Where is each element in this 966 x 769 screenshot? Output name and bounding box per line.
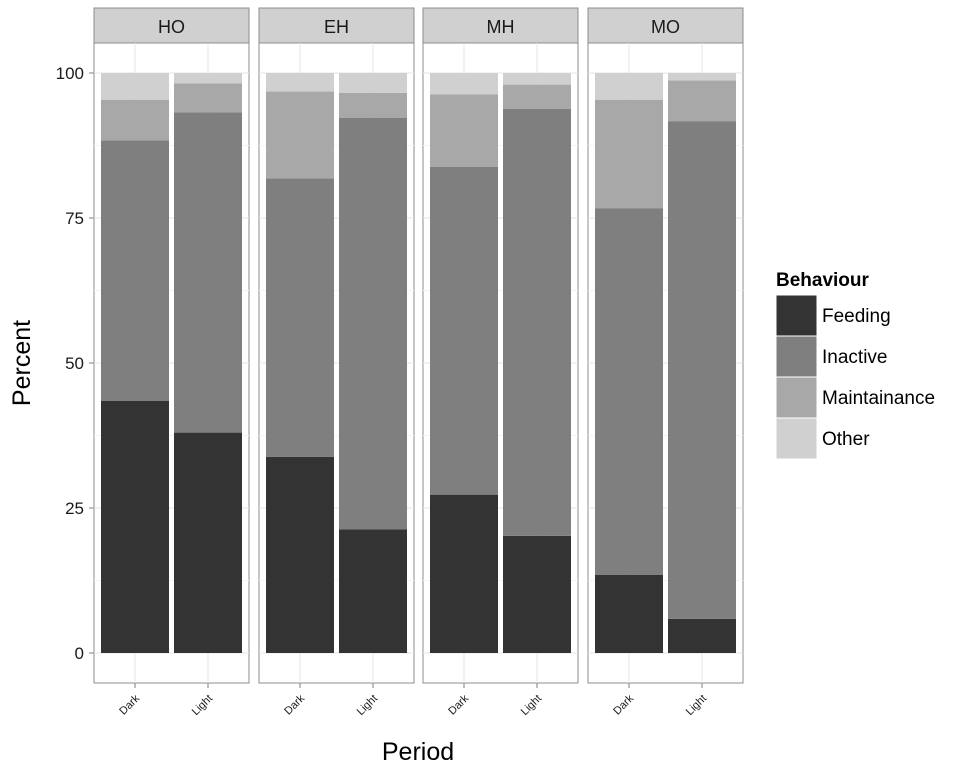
y-tick-label: 75 (65, 209, 84, 228)
facet-strip-label: HO (158, 17, 185, 37)
y-tick-label: 0 (75, 644, 84, 663)
bar-segment-feeding (266, 456, 334, 653)
bar-segment-inactive (266, 178, 334, 457)
x-tick-label: Dark (282, 692, 307, 717)
bar-segment-feeding (503, 535, 571, 653)
bar-segment-feeding (101, 400, 169, 653)
bar-segment-other (101, 73, 169, 100)
x-tick-label: Light (355, 693, 380, 718)
y-tick-label: 25 (65, 499, 84, 518)
legend-label: Feeding (822, 306, 891, 327)
y-axis-title: Percent (8, 320, 36, 406)
bar-segment-feeding (668, 618, 736, 653)
bar-segment-other (595, 73, 663, 100)
legend-item-feeding: Feeding (775, 294, 891, 337)
legend-swatch (775, 417, 818, 460)
x-axis-title: Period (382, 738, 454, 766)
x-tick-label: Light (519, 693, 544, 718)
bar-segment-other (668, 73, 736, 81)
y-tick-label: 100 (56, 64, 84, 83)
legend-item-other: Other (775, 417, 870, 460)
facet-panel-eh: EH Dark Light (258, 7, 415, 718)
bar-segment-inactive (503, 108, 571, 536)
facet-panels: HO Dark Light EH Dark Light MH Dark Light MO Dark L… (93, 7, 744, 718)
bar-segment-maintainance (339, 92, 407, 118)
bar-segment-other (503, 73, 571, 85)
x-tick-label: Dark (611, 692, 636, 717)
bar-segment-feeding (430, 494, 498, 653)
bar-segment-inactive (339, 117, 407, 530)
bar-segment-feeding (595, 574, 663, 653)
y-tick-label: 50 (65, 354, 84, 373)
legend-label: Other (822, 429, 870, 450)
facet-panel-mo: MO Dark Light (587, 7, 744, 718)
bar-segment-maintainance (503, 84, 571, 109)
facet-strip-label: MO (651, 17, 680, 37)
legend-swatch (775, 294, 818, 337)
facet-panel-mh: MH Dark Light (422, 7, 579, 718)
x-tick-label: Dark (446, 692, 471, 717)
bar-segment-inactive (430, 166, 498, 495)
bar-segment-other (174, 73, 242, 84)
bar-segment-inactive (174, 112, 242, 433)
y-axis: 0 25 50 75 100 (56, 64, 94, 663)
legend-swatch (775, 376, 818, 419)
bar-segment-maintainance (430, 94, 498, 167)
legend-label: Maintainance (822, 388, 935, 409)
bar-segment-other (339, 73, 407, 93)
bar-segment-maintainance (595, 99, 663, 209)
facet-panel-ho: HO Dark Light (93, 7, 250, 718)
bar-segment-maintainance (668, 80, 736, 122)
bar-segment-inactive (101, 140, 169, 401)
bar-segment-other (266, 73, 334, 92)
bar-segment-inactive (668, 121, 736, 619)
facet-strip-label: MH (487, 17, 515, 37)
x-tick-label: Dark (117, 692, 142, 717)
bar-segment-maintainance (266, 91, 334, 179)
bar-segment-other (430, 73, 498, 95)
legend-title: Behaviour (776, 270, 870, 291)
facet-strip (258, 7, 415, 44)
facet-strip (93, 7, 250, 44)
x-tick-label: Light (684, 693, 709, 718)
legend-swatch (775, 335, 818, 378)
bar-segment-feeding (174, 432, 242, 653)
bar-segment-feeding (339, 529, 407, 653)
facet-strip (587, 7, 744, 44)
legend-item-maintainance: Maintainance (775, 376, 935, 419)
legend-label: Inactive (822, 347, 887, 368)
legend: Behaviour Feeding Inactive Maintainance Oth… (775, 270, 935, 460)
bar-segment-maintainance (174, 83, 242, 113)
facet-strip-label: EH (324, 17, 349, 37)
legend-item-inactive: Inactive (775, 335, 887, 378)
facet-strip (422, 7, 579, 44)
x-tick-label: Light (190, 693, 215, 718)
bar-segment-inactive (595, 208, 663, 575)
bar-segment-maintainance (101, 99, 169, 141)
